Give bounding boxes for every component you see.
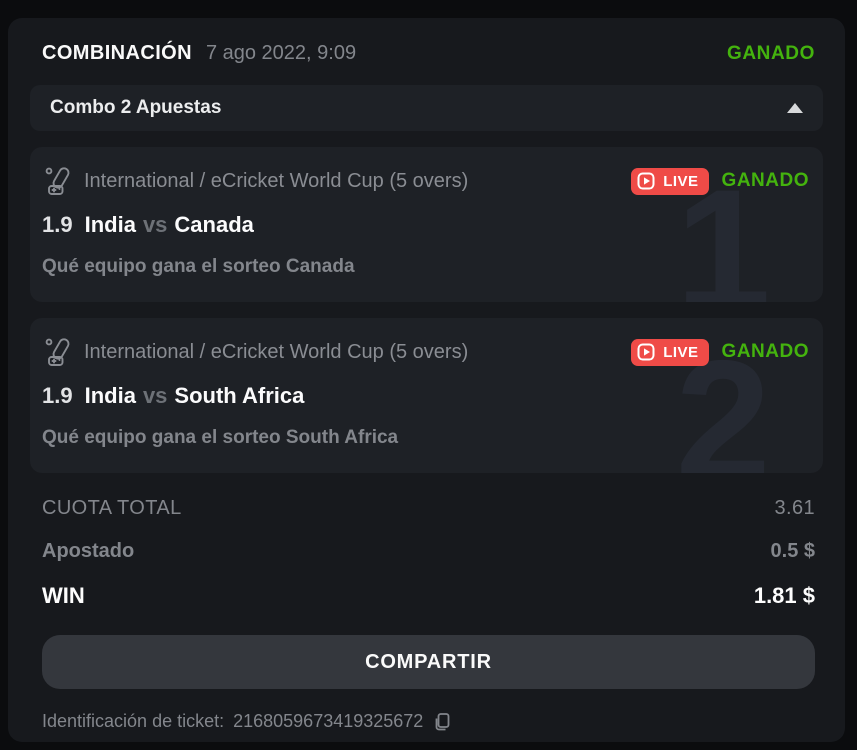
team-home: India xyxy=(84,383,136,408)
vs-label: vs xyxy=(142,383,168,408)
total-odds-label: CUOTA TOTAL xyxy=(42,497,182,519)
ticket-id-value: 2168059673419325672 xyxy=(233,711,424,731)
ticket-status-badge: GANADO xyxy=(726,42,815,64)
win-label: WIN xyxy=(42,583,85,608)
ticket-header: COMBINACIÓN 7 ago 2022, 9:09 GANADO xyxy=(8,18,845,85)
bet-status-badge: GANADO xyxy=(721,170,809,191)
totals-section: CUOTA TOTAL 3.61 Apostado 0.5 $ WIN 1.81… xyxy=(8,473,845,609)
market-label: Qué equipo gana el sorteo Canada xyxy=(42,256,355,277)
team-home: India xyxy=(84,212,136,237)
match-line: 1.9 India vs South Africa xyxy=(42,383,809,409)
odds-value: 1.9 xyxy=(42,383,73,408)
total-odds-value: 3.61 xyxy=(774,497,815,519)
bet-date: 7 ago 2022, 9:09 xyxy=(205,42,357,64)
stake-row: Apostado 0.5 $ xyxy=(42,540,815,563)
team-away: South Africa xyxy=(174,383,305,408)
win-row: WIN 1.81 $ xyxy=(42,583,815,609)
share-button[interactable]: COMPARTIR xyxy=(42,635,815,689)
market-label: Qué equipo gana el sorteo South Africa xyxy=(42,427,399,448)
league-label: International / eCricket World Cup (5 ov… xyxy=(84,169,469,192)
combo-label: Combo 2 Apuestas xyxy=(50,97,222,118)
team-away: Canada xyxy=(174,212,254,237)
vs-label: vs xyxy=(142,212,168,237)
live-badge: LIVE xyxy=(631,167,709,195)
ecricket-icon xyxy=(42,336,74,368)
live-label: LIVE xyxy=(663,172,699,190)
copy-icon xyxy=(432,711,453,732)
bet-status-badge: GANADO xyxy=(721,341,809,362)
ecricket-icon xyxy=(42,165,74,197)
play-icon xyxy=(637,343,655,361)
stake-label: Apostado xyxy=(42,540,135,562)
live-badge: LIVE xyxy=(631,338,709,366)
stake-value: 0.5 $ xyxy=(770,540,815,562)
play-icon xyxy=(637,172,655,190)
total-odds-row: CUOTA TOTAL 3.61 xyxy=(42,497,815,520)
copy-ticket-id-button[interactable] xyxy=(432,711,453,732)
ticket-id-row: Identificación de ticket: 21680596734193… xyxy=(42,711,815,732)
bet-ticket-card: COMBINACIÓN 7 ago 2022, 9:09 GANADO Comb… xyxy=(8,18,845,742)
match-line: 1.9 India vs Canada xyxy=(42,212,809,238)
ticket-id-label: Identificación de ticket: xyxy=(42,711,225,731)
league-label: International / eCricket World Cup (5 ov… xyxy=(84,340,469,363)
bet-type-title: COMBINACIÓN xyxy=(42,42,192,64)
odds-value: 1.9 xyxy=(42,212,73,237)
combo-collapse-row[interactable]: Combo 2 Apuestas xyxy=(30,85,823,131)
live-label: LIVE xyxy=(663,343,699,361)
bet-row-1: 1 International / eCricket World Cup (5 … xyxy=(30,147,823,302)
bet-row-2: 2 International / eCricket World Cup (5 … xyxy=(30,318,823,473)
collapse-arrow-icon[interactable] xyxy=(787,103,803,113)
win-value: 1.81 $ xyxy=(753,583,815,608)
